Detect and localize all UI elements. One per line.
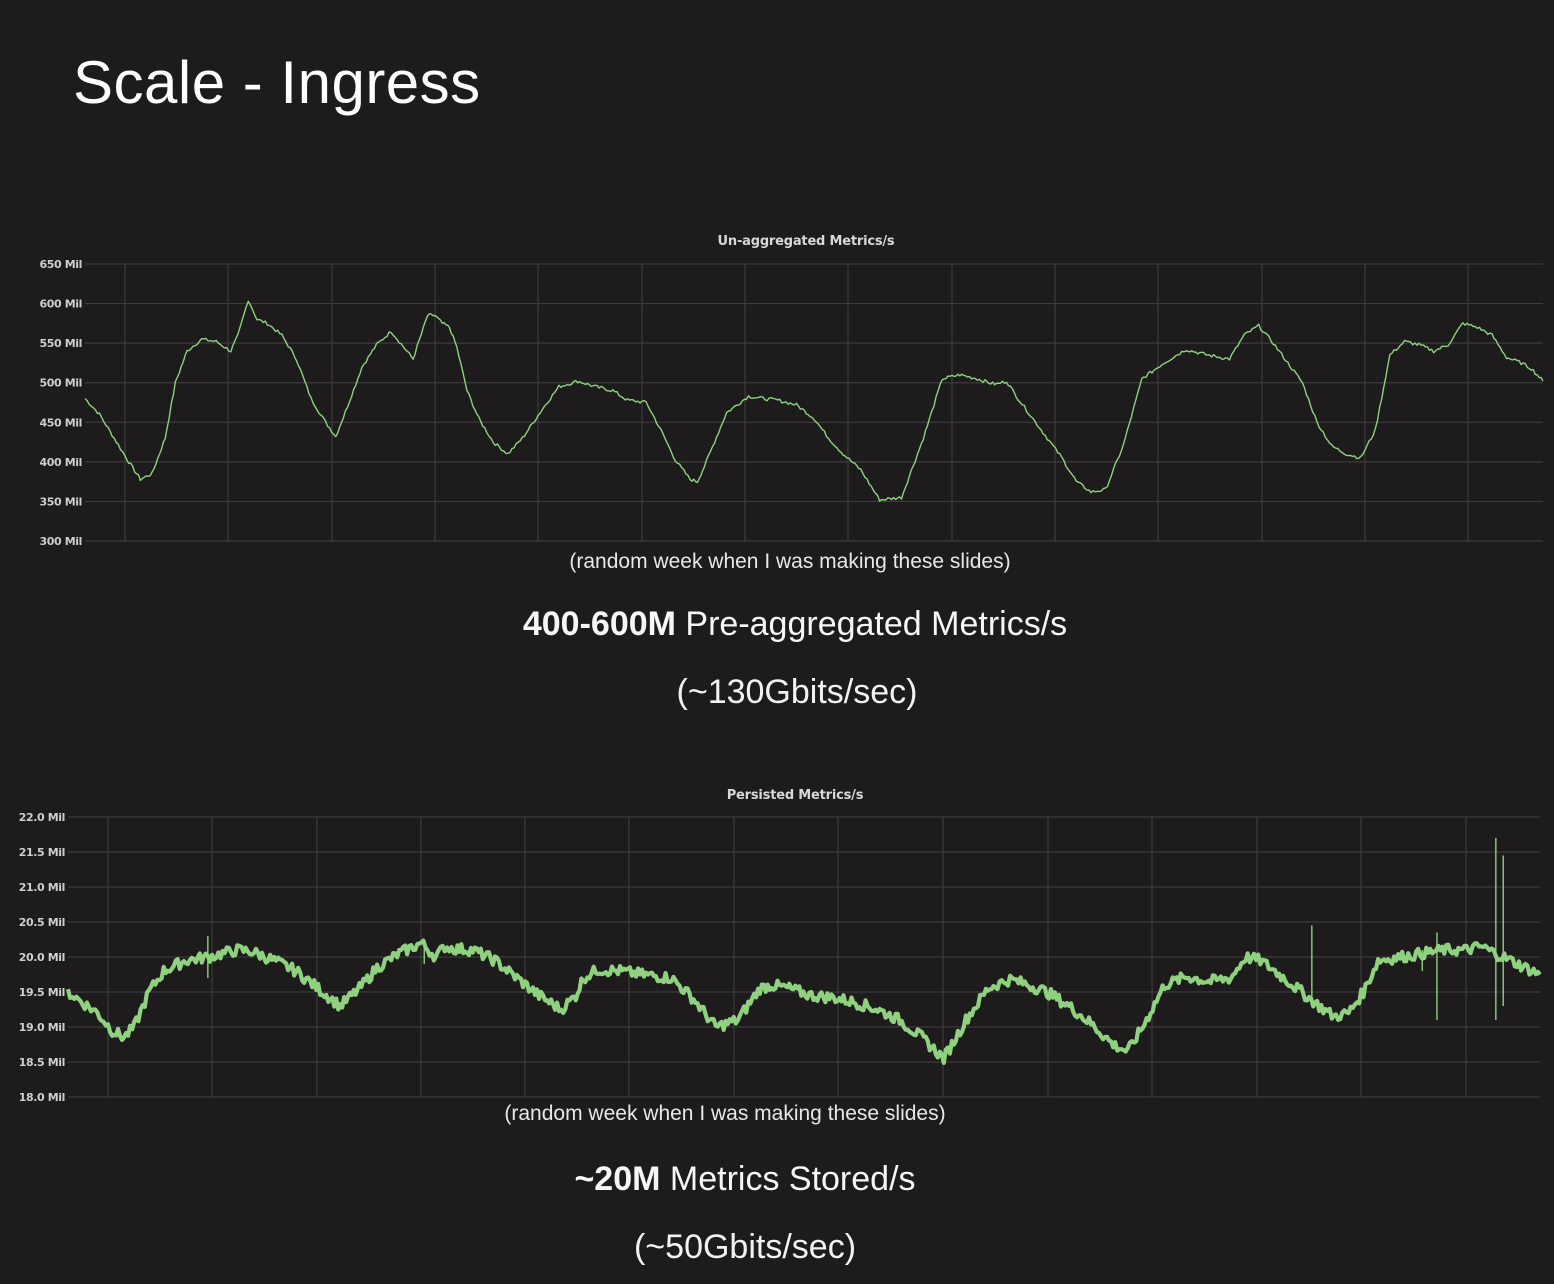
- y-axis-tick-label: 18.0 Mil: [19, 1091, 65, 1104]
- persisted-metrics-chart: 22.0 Mil 21.5 Mil 21.0 Mil 20.5 Mil 20.0 Mil…: [19, 811, 1542, 1104]
- unaggregated-metrics-chart: 650 Mil 600 Mil 550 Mil 500 Mil 450 Mil 400 M…: [40, 258, 1544, 548]
- y-axis-tick-label: 20.5 Mil: [19, 916, 65, 929]
- y-axis-tick-label: 350 Mil: [40, 495, 82, 508]
- headline-preaggregated: 400-600M Pre-aggregated Metrics/s: [295, 605, 1295, 644]
- headline-bold-value: ~20M: [574, 1160, 661, 1198]
- chart-caption-2: (random week when I was making these sli…: [504, 1102, 946, 1125]
- chart-title-unaggregated: Un-aggregated Metrics/s: [717, 234, 895, 249]
- chart-title-persisted: Persisted Metrics/s: [726, 788, 864, 803]
- y-axis-tick-label: 21.5 Mil: [19, 846, 65, 859]
- series-line: [84, 300, 1544, 502]
- y-axis-tick-label: 19.5 Mil: [19, 986, 65, 999]
- subline-bandwidth-2: (~50Gbits/sec): [633, 1228, 857, 1266]
- chart-caption-1: (random week when I was making these sli…: [569, 550, 1011, 573]
- series-line: [65, 938, 1542, 1065]
- y-axis-tick-label: 300 Mil: [40, 535, 82, 548]
- y-axis-tick-label: 18.5 Mil: [19, 1056, 65, 1069]
- headline-text: Metrics Stored/s: [660, 1160, 916, 1198]
- subline-bandwidth-1: (~130Gbits/sec): [676, 673, 918, 711]
- headline-text: Pre-aggregated Metrics/s: [675, 605, 1068, 643]
- y-axis-tick-label: 500 Mil: [40, 377, 82, 390]
- y-axis-tick-label: 400 Mil: [40, 456, 82, 469]
- y-axis-tick-label: 20.0 Mil: [19, 951, 65, 964]
- y-axis-tick-label: 650 Mil: [40, 258, 82, 271]
- headline-stored: ~20M Metrics Stored/s: [245, 1160, 1245, 1199]
- y-axis-tick-label: 21.0 Mil: [19, 881, 65, 894]
- headline-bold-value: 400-600M: [522, 605, 676, 643]
- y-axis-tick-label: 19.0 Mil: [19, 1021, 65, 1034]
- y-axis-tick-label: 22.0 Mil: [19, 811, 65, 824]
- slide-title: Scale - Ingress: [73, 49, 481, 116]
- y-axis-tick-label: 600 Mil: [40, 298, 82, 311]
- y-axis-tick-label: 450 Mil: [40, 416, 82, 429]
- y-axis-tick-label: 550 Mil: [40, 337, 82, 350]
